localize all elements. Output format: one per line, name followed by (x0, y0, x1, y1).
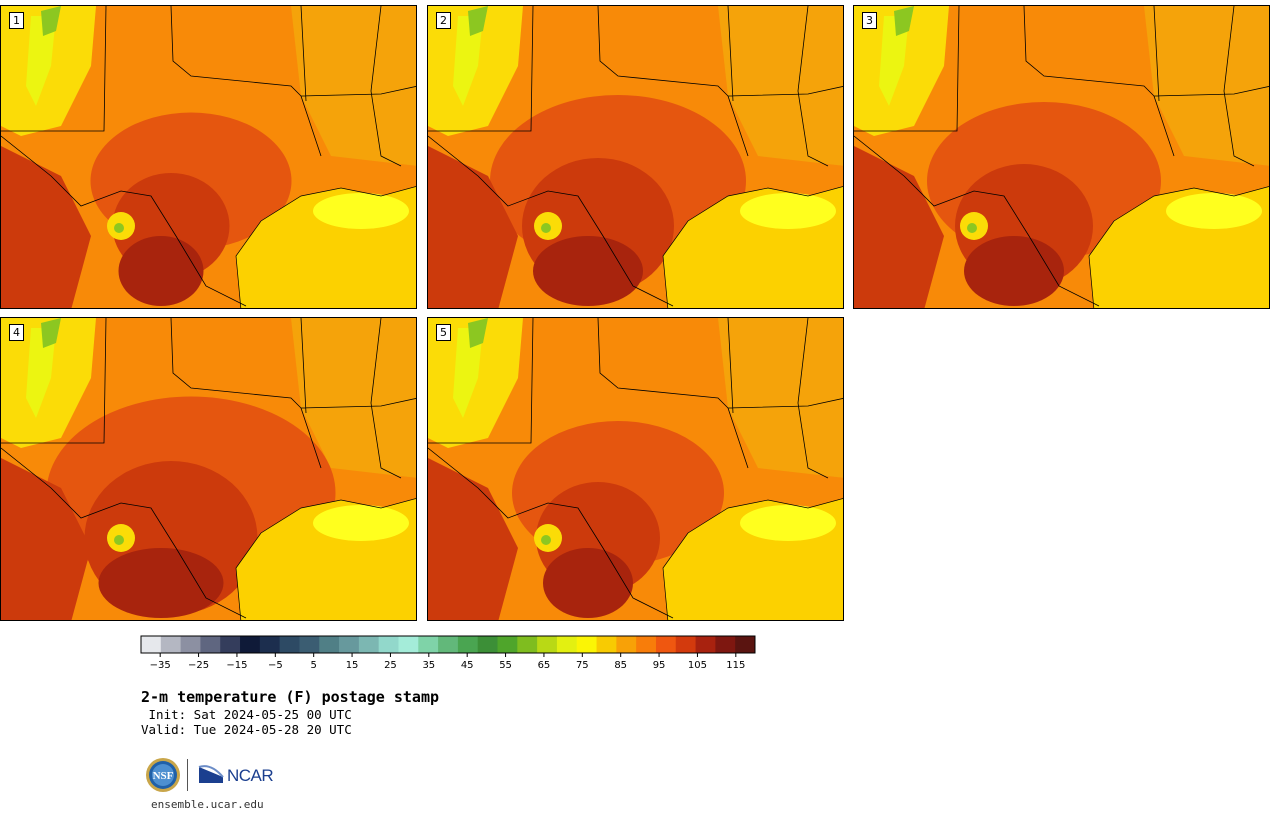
colorbar-segment (636, 636, 657, 653)
colorbar-segment (675, 636, 697, 653)
temperature-map (428, 6, 843, 308)
chart-title: 2-m temperature (F) postage stamp (141, 688, 440, 706)
map-panel-4: 4 (0, 317, 417, 621)
colorbar-tick-label: 105 (688, 660, 707, 671)
map-panel-5: 5 (427, 317, 844, 621)
panel-number: 2 (436, 12, 451, 29)
colorbar-segment (537, 636, 558, 653)
colorbar-tick-label: 95 (653, 660, 666, 671)
colorbar-tick-label: 75 (576, 660, 589, 671)
logos: NSF NCAR (145, 757, 275, 793)
colorbar-tick-label: 25 (384, 660, 397, 671)
colorbar: −35 −25 −15 −5 5 15 25 35 45 55 65 75 85 95 105 115 (140, 635, 756, 672)
colorbar-segment (695, 636, 716, 653)
panel-number: 4 (9, 324, 24, 341)
colorbar-segment (200, 636, 221, 653)
colorbar-segment (655, 636, 677, 653)
colorbar-segment (556, 636, 578, 653)
panel-number: 5 (436, 324, 451, 341)
colorbar-tick-label: −5 (268, 660, 283, 671)
colorbar-tick-label: −35 (150, 660, 171, 671)
init-time: Init: Sat 2024-05-25 00 UTC (141, 707, 352, 722)
ncar-logo-icon (197, 763, 273, 787)
colorbar-segment (339, 636, 360, 653)
panel-number: 1 (9, 12, 24, 29)
temperature-map (428, 318, 843, 620)
colorbar-segment (279, 636, 300, 653)
ncar-logo-text: NCAR (227, 766, 274, 785)
colorbar-tick-label: 5 (311, 660, 317, 671)
colorbar-tick-label: −25 (188, 660, 209, 671)
map-panel-1: 1 (0, 5, 417, 309)
colorbar-segment (240, 636, 261, 653)
colorbar-segment (517, 636, 538, 653)
colorbar-segment (576, 636, 598, 653)
colorbar-segment (438, 636, 459, 653)
colorbar-segment (220, 636, 241, 653)
colorbar-segment (477, 636, 499, 653)
colorbar-segment (497, 636, 518, 653)
temperature-map (854, 6, 1269, 308)
nsf-logo-icon: NSF (145, 757, 181, 793)
colorbar-segment (378, 636, 399, 653)
nsf-logo-text: NSF (153, 770, 174, 782)
colorbar-tick-label: 15 (346, 660, 359, 671)
colorbar-segment (299, 636, 320, 653)
colorbar-segment (319, 636, 340, 653)
colorbar-segment (715, 636, 736, 653)
valid-time: Valid: Tue 2024-05-28 20 UTC (141, 722, 352, 737)
panel-number: 3 (862, 12, 877, 29)
colorbar-tick-label: 35 (422, 660, 435, 671)
map-panel-3: 3 (853, 5, 1270, 309)
colorbar-segment (160, 636, 182, 653)
colorbar-segment (616, 636, 637, 653)
colorbar-segment (596, 636, 617, 653)
colorbar-tick-label: 85 (614, 660, 627, 671)
logo-divider (187, 759, 188, 791)
colorbar-segment (141, 636, 162, 653)
temperature-map (1, 6, 416, 308)
colorbar-segment (259, 636, 281, 653)
colorbar-segment (180, 636, 201, 653)
map-panel-2: 2 (427, 5, 844, 309)
colorbar-segment (398, 636, 419, 653)
colorbar-segment (457, 636, 479, 653)
colorbar-segment (735, 636, 756, 653)
colorbar-tick-label: 65 (538, 660, 551, 671)
colorbar-segment (358, 636, 380, 653)
colorbar-tick-label: 45 (461, 660, 474, 671)
colorbar-tick-label: 115 (726, 660, 745, 671)
colorbar-segment (418, 636, 439, 653)
temperature-map (1, 318, 416, 620)
colorbar-tick-label: 55 (499, 660, 512, 671)
website-url: ensemble.ucar.edu (151, 798, 264, 811)
colorbar-tick-label: −15 (226, 660, 247, 671)
colorbar-svg: −35 −25 −15 −5 5 15 25 35 45 55 65 75 85 95 105 115 (140, 635, 756, 671)
